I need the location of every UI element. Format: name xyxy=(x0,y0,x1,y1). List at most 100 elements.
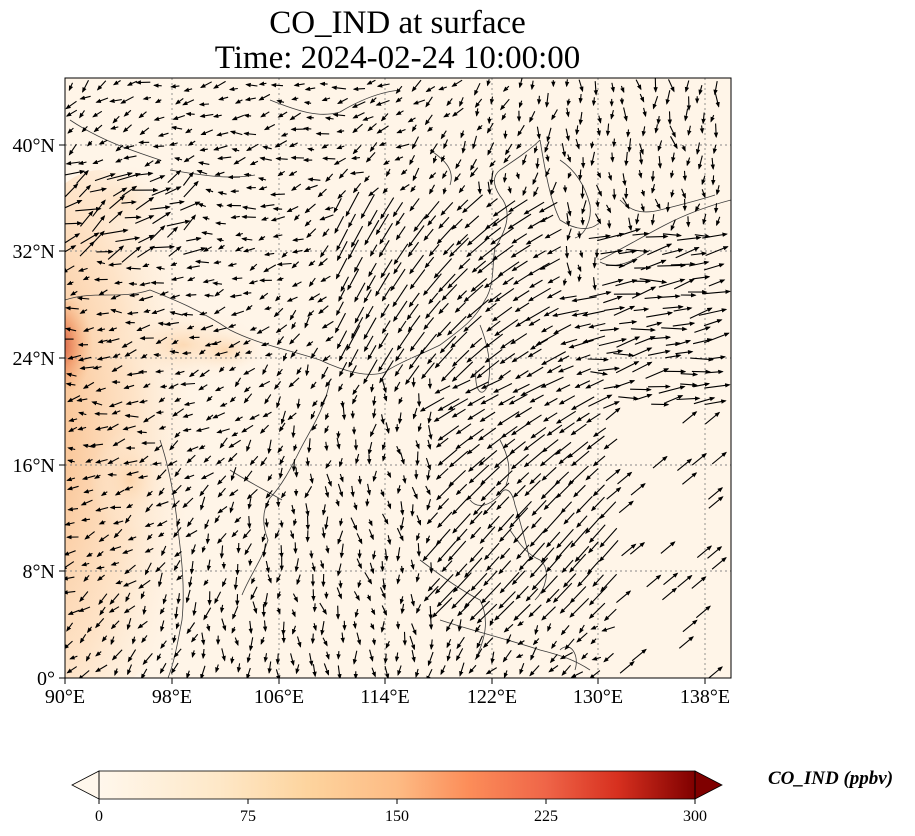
wind-arrow xyxy=(461,140,466,154)
wind-arrow xyxy=(294,467,299,478)
wind-arrow xyxy=(567,172,572,179)
wind-arrow xyxy=(305,364,310,377)
wind-arrow xyxy=(183,214,196,231)
wind-arrow xyxy=(661,326,688,332)
wind-arrow xyxy=(541,351,566,366)
wind-arrow xyxy=(242,247,255,253)
wind-arrow xyxy=(502,276,514,286)
wind-arrow xyxy=(368,262,377,278)
wind-arrow xyxy=(661,294,681,299)
wind-arrow xyxy=(522,154,527,166)
wind-arrow xyxy=(79,309,88,314)
wind-arrow xyxy=(688,260,710,267)
wind-arrow xyxy=(289,112,301,121)
wind-arrow xyxy=(596,127,601,137)
wind-arrow xyxy=(641,126,646,137)
wind-arrow xyxy=(442,243,455,256)
wind-arrow xyxy=(588,322,606,329)
wind-arrow xyxy=(259,292,269,300)
wind-arrow xyxy=(674,339,692,346)
wind-arrow xyxy=(456,290,467,301)
wind-arrow xyxy=(475,108,480,117)
wind-arrow xyxy=(183,180,199,198)
wind-arrow xyxy=(484,227,502,241)
wind-arrow xyxy=(469,365,485,379)
wind-arrow xyxy=(200,81,212,89)
wind-arrow xyxy=(92,159,104,165)
wind-arrow xyxy=(458,185,466,194)
wind-arrow xyxy=(701,175,706,186)
wind-arrow xyxy=(92,110,103,118)
wind-arrow xyxy=(115,236,141,243)
wind-arrow xyxy=(336,229,349,252)
wind-arrow xyxy=(354,282,366,303)
wind-arrow xyxy=(352,123,363,134)
wind-arrow xyxy=(460,130,465,139)
wind-arrow xyxy=(170,276,184,281)
wind-arrow xyxy=(409,331,425,352)
wind-arrow xyxy=(306,228,317,239)
wind-arrow xyxy=(216,203,224,208)
wind-arrow xyxy=(68,143,77,156)
wind-arrow xyxy=(490,227,515,245)
wind-arrow xyxy=(486,79,491,87)
wind-arrow xyxy=(540,325,553,333)
wind-arrow xyxy=(336,240,348,262)
wind-arrow xyxy=(304,219,312,227)
wind-arrow xyxy=(348,349,359,368)
wind-arrow xyxy=(164,186,182,195)
wind-arrow xyxy=(710,157,715,170)
wind-arrow xyxy=(304,184,318,190)
wind-arrow xyxy=(243,131,257,137)
wind-arrow xyxy=(380,197,395,220)
wind-arrow xyxy=(241,237,253,242)
wind-arrow xyxy=(592,257,597,269)
wind-arrow xyxy=(525,234,543,245)
wind-arrow xyxy=(620,85,625,94)
wind-arrow xyxy=(634,336,656,345)
wind-arrow xyxy=(334,312,346,334)
wind-arrow xyxy=(566,98,571,107)
wind-arrow xyxy=(182,99,195,106)
wind-arrow xyxy=(539,214,554,223)
wind-arrow xyxy=(484,348,503,363)
wind-arrow xyxy=(395,621,401,630)
wind-arrow xyxy=(378,347,394,373)
wind-arrow xyxy=(312,603,318,613)
wind-arrow xyxy=(333,198,342,214)
wind-arrow xyxy=(168,246,182,257)
wind-arrow xyxy=(228,366,236,372)
wind-arrow xyxy=(270,83,284,88)
wind-arrow xyxy=(662,232,682,238)
wind-arrow xyxy=(455,159,462,170)
wind-arrow xyxy=(640,203,645,213)
lat-tick-label: 24°N xyxy=(13,348,55,370)
wind-arrow xyxy=(183,87,193,92)
wind-arrow xyxy=(324,116,334,121)
wind-arrow xyxy=(234,246,244,252)
wind-arrow xyxy=(633,307,650,312)
wind-arrow xyxy=(167,169,182,183)
wind-arrow xyxy=(243,113,252,118)
wind-arrow xyxy=(690,251,708,256)
wind-arrow xyxy=(123,144,135,150)
wind-arrow xyxy=(564,245,570,259)
wind-arrow xyxy=(489,160,496,168)
wind-arrow xyxy=(535,332,558,346)
wind-arrow xyxy=(150,244,175,250)
wind-arrow xyxy=(433,258,453,279)
wind-arrow xyxy=(557,355,570,363)
wind-arrow xyxy=(77,356,92,362)
wind-arrow xyxy=(670,261,696,267)
wind-arrow xyxy=(393,262,402,275)
wind-arrow xyxy=(566,202,572,217)
wind-arrow xyxy=(228,86,238,92)
wind-arrow xyxy=(545,154,550,163)
wind-arrow xyxy=(657,156,663,169)
wind-arrow xyxy=(428,172,437,180)
wind-arrow xyxy=(441,284,458,301)
wind-arrow xyxy=(539,258,561,270)
wind-arrow xyxy=(449,237,469,258)
wind-arrow xyxy=(183,247,207,255)
wind-arrow xyxy=(395,97,403,103)
